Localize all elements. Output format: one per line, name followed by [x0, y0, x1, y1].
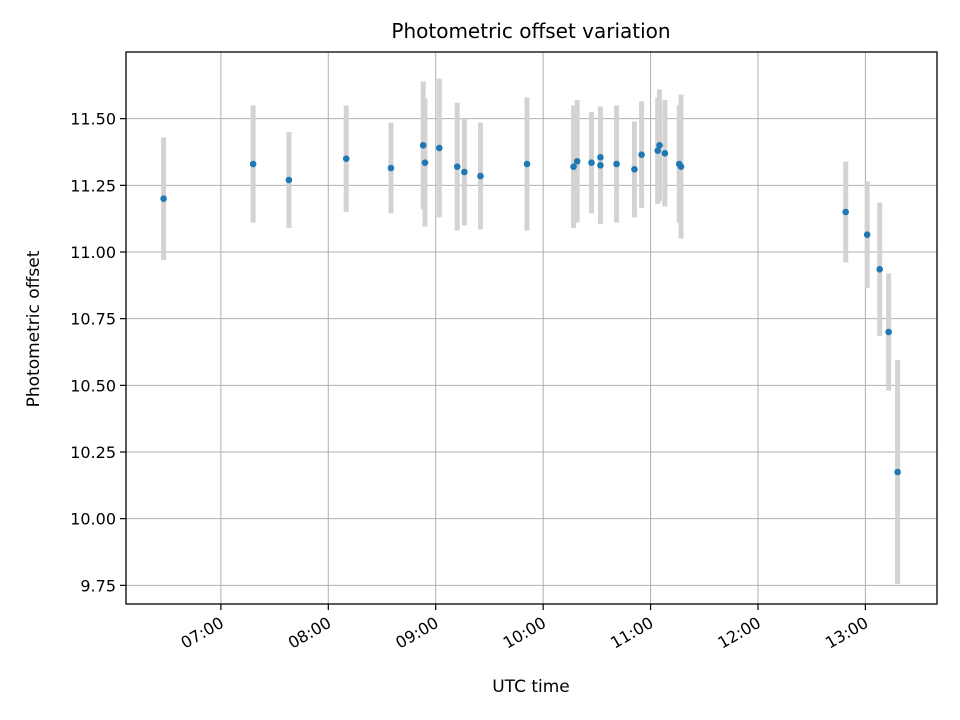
data-point: [461, 168, 468, 176]
data-point: [631, 166, 638, 173]
data-point: [597, 154, 604, 161]
y-axis-title: Photometric offset: [24, 250, 44, 407]
data-point: [677, 163, 685, 170]
data-point: [876, 266, 884, 273]
data-point: [342, 155, 350, 162]
chart-title: Photometric offset variation: [391, 19, 670, 43]
data-point: [613, 160, 620, 168]
data-point: [885, 328, 892, 336]
y-tick-label: 11.25: [70, 176, 116, 195]
data-point: [249, 160, 257, 168]
data-point: [453, 163, 461, 170]
data-point: [477, 172, 484, 180]
data-point: [638, 151, 645, 158]
y-tick-label: 9.75: [80, 576, 116, 595]
data-points: [160, 142, 901, 476]
data-point: [894, 468, 901, 476]
x-tick-label: 07:00: [177, 613, 226, 653]
plot-frame: [125, 51, 938, 605]
data-point: [285, 176, 293, 184]
data-point: [421, 159, 429, 166]
x-axis-title: UTC time: [492, 677, 570, 697]
x-tick-label: 09:00: [392, 613, 441, 653]
x-tick-label: 11:00: [607, 613, 656, 653]
y-tick-label: 10.00: [70, 510, 116, 529]
data-point: [523, 160, 531, 168]
y-axis-ticks: 9.75 10.00 10.25 10.50 10.75 11.00 11.25 11.50: [70, 110, 126, 595]
x-tick-label: 10:00: [500, 613, 549, 653]
data-point: [597, 162, 604, 169]
error-bars: [161, 78, 901, 584]
data-point: [387, 164, 395, 172]
x-axis-ticks: 07:00 08:00 09:00 10:00 11:00 12:00 13:00: [177, 604, 871, 653]
y-tick-label: 10.25: [70, 443, 116, 462]
data-point: [661, 150, 669, 157]
data-point: [160, 195, 167, 202]
data-point: [654, 147, 662, 154]
x-tick-label: 13:00: [822, 613, 871, 653]
data-point: [419, 142, 427, 149]
y-tick-label: 11.50: [70, 110, 116, 129]
data-point: [570, 163, 577, 170]
x-tick-label: 12:00: [715, 613, 764, 653]
y-tick-label: 10.50: [70, 376, 116, 395]
y-tick-label: 11.00: [70, 243, 116, 262]
data-point: [656, 142, 663, 149]
x-tick-label: 08:00: [285, 613, 334, 653]
data-point: [863, 231, 871, 238]
data-point: [436, 144, 443, 152]
y-tick-label: 10.75: [70, 310, 116, 329]
grid-lines: [126, 52, 937, 604]
data-point: [842, 208, 849, 216]
data-point: [573, 158, 581, 165]
data-point: [588, 159, 595, 166]
